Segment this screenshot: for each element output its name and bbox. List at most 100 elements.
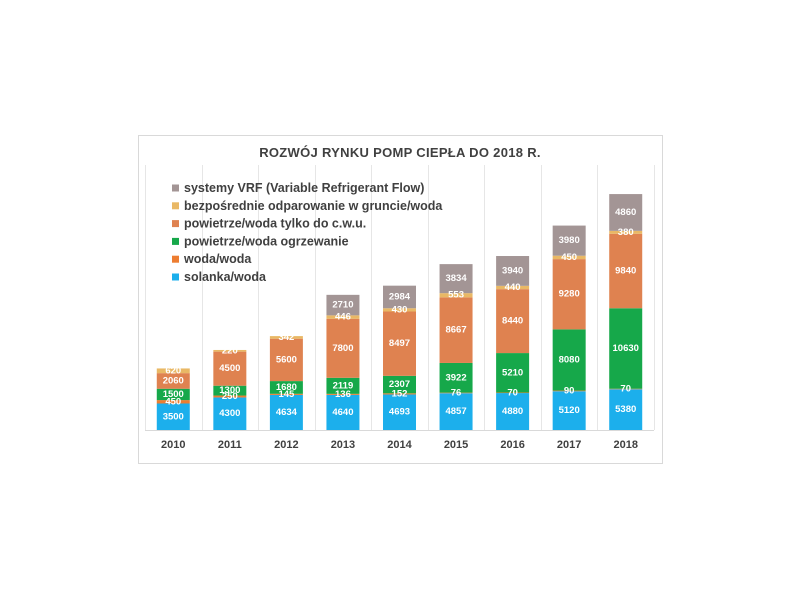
bar-segment bbox=[213, 385, 247, 396]
bar-segment bbox=[269, 338, 303, 382]
legend: systemy VRF (Variable Refrigerant Flow) b… bbox=[172, 181, 443, 284]
bar-segment bbox=[552, 390, 586, 392]
bar-segment bbox=[213, 397, 247, 430]
legend-label: powietrze/woda tylko do c.w.u. bbox=[184, 217, 366, 231]
bar-segment bbox=[439, 392, 473, 394]
data-label: 4500 bbox=[219, 363, 240, 374]
data-label: 90 bbox=[564, 385, 575, 396]
bar-segment bbox=[383, 308, 416, 312]
data-label: 4857 bbox=[445, 406, 466, 417]
data-label: 1300 bbox=[219, 385, 240, 396]
bar-segment bbox=[383, 393, 416, 395]
data-label: 450 bbox=[165, 396, 181, 407]
bar-segment bbox=[326, 318, 360, 378]
bar-segment bbox=[609, 194, 643, 231]
bar-segment bbox=[326, 315, 360, 319]
data-label: 10630 bbox=[613, 343, 639, 354]
bar-segment bbox=[609, 389, 643, 430]
bar-segment bbox=[383, 285, 416, 309]
legend-item: woda/woda bbox=[172, 252, 252, 266]
data-label: 5380 bbox=[615, 404, 636, 415]
bar-segment bbox=[383, 394, 416, 430]
gridlines bbox=[145, 165, 655, 430]
data-label: 4860 bbox=[615, 207, 636, 218]
bar-segment bbox=[496, 392, 530, 394]
bar-segment bbox=[213, 349, 247, 352]
data-label: 553 bbox=[448, 290, 464, 301]
legend-label: powietrze/woda ogrzewanie bbox=[184, 234, 349, 248]
data-label: 2307 bbox=[389, 379, 410, 390]
data-label: 1500 bbox=[163, 389, 184, 400]
data-label: 136 bbox=[335, 389, 351, 400]
data-label: 342 bbox=[278, 332, 294, 343]
legend-label: woda/woda bbox=[183, 252, 252, 266]
x-tick-label: 2015 bbox=[444, 439, 468, 451]
bar-segment bbox=[439, 264, 473, 294]
data-label: 430 bbox=[392, 304, 408, 315]
data-label: 5600 bbox=[276, 354, 297, 365]
bar-segment bbox=[439, 393, 473, 430]
data-label: 8667 bbox=[445, 325, 466, 336]
bar-segment bbox=[156, 388, 190, 401]
x-tick-label: 2014 bbox=[387, 439, 412, 451]
legend-item: powietrze/woda tylko do c.w.u. bbox=[172, 217, 366, 231]
bar-segment bbox=[609, 230, 643, 234]
data-label: 8440 bbox=[502, 316, 523, 327]
bar-segment bbox=[269, 393, 303, 395]
bar-segment bbox=[609, 233, 643, 309]
bar-segment bbox=[326, 393, 360, 395]
x-tick-label: 2018 bbox=[613, 439, 637, 451]
bar-segment bbox=[156, 400, 190, 404]
legend-marker bbox=[172, 273, 179, 281]
data-label: 3834 bbox=[445, 273, 467, 284]
bar-segment bbox=[496, 289, 530, 354]
data-label: 8080 bbox=[559, 354, 580, 365]
data-labels: 3500450150020606204300250130045002204634… bbox=[163, 207, 639, 422]
data-label: 9280 bbox=[559, 289, 580, 300]
data-label: 446 bbox=[335, 312, 351, 323]
legend-marker bbox=[172, 220, 179, 228]
legend-item: systemy VRF (Variable Refrigerant Flow) bbox=[172, 181, 424, 195]
data-label: 70 bbox=[507, 387, 518, 398]
data-label: 7800 bbox=[332, 343, 353, 354]
bar-segment bbox=[496, 256, 530, 286]
legend-label: systemy VRF (Variable Refrigerant Flow) bbox=[184, 181, 424, 195]
data-label: 70 bbox=[620, 384, 631, 395]
data-label: 5120 bbox=[559, 405, 580, 416]
data-label: 5210 bbox=[502, 367, 523, 378]
bar-segment bbox=[213, 351, 247, 386]
bar-segment bbox=[496, 393, 530, 430]
legend-marker bbox=[172, 255, 179, 263]
data-label: 4880 bbox=[502, 406, 523, 417]
data-label: 4640 bbox=[332, 407, 353, 418]
x-tick-label: 2016 bbox=[500, 439, 524, 451]
data-label: 440 bbox=[505, 282, 521, 293]
bar-segment bbox=[269, 394, 303, 430]
x-tick-label: 2017 bbox=[557, 439, 581, 451]
bar-segment bbox=[156, 403, 190, 430]
bar-segment bbox=[383, 375, 416, 394]
data-label: 620 bbox=[165, 365, 181, 376]
bars bbox=[156, 194, 643, 430]
bar-segment bbox=[609, 308, 643, 389]
data-label: 8497 bbox=[389, 338, 410, 349]
data-label: 450 bbox=[561, 252, 577, 263]
bar-segment bbox=[156, 373, 190, 389]
bar-segment bbox=[552, 329, 586, 391]
data-label: 76 bbox=[451, 387, 462, 398]
bar-segment bbox=[326, 294, 360, 316]
data-label: 1680 bbox=[276, 382, 297, 393]
data-label: 250 bbox=[222, 391, 238, 402]
data-label: 152 bbox=[392, 388, 408, 399]
bar-segment bbox=[213, 395, 247, 398]
data-label: 3922 bbox=[445, 372, 466, 383]
bar-segment bbox=[439, 293, 473, 298]
x-tick-label: 2012 bbox=[274, 439, 298, 451]
data-label: 4300 bbox=[219, 408, 240, 419]
bar-segment bbox=[326, 394, 360, 430]
legend-label: solanka/woda bbox=[184, 270, 267, 284]
data-label: 3940 bbox=[502, 265, 523, 276]
bar-segment bbox=[609, 388, 643, 390]
chart-title: ROZWÓJ RYNKU POMP CIEPŁA DO 2018 R. bbox=[259, 145, 541, 160]
bar-segment bbox=[326, 377, 360, 394]
